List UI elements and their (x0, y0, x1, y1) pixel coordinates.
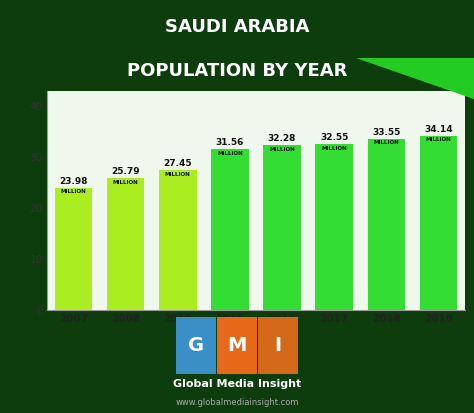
Bar (315, 144, 353, 310)
Text: I: I (274, 336, 282, 355)
Text: MILLION: MILLION (426, 138, 451, 142)
Text: MILLION: MILLION (61, 189, 86, 194)
Text: MILLION: MILLION (374, 140, 399, 145)
Text: MILLION: MILLION (113, 180, 138, 185)
Text: POPULATION BY YEAR: POPULATION BY YEAR (127, 62, 347, 80)
Polygon shape (356, 58, 474, 99)
Text: www.globalmediainsight.com: www.globalmediainsight.com (175, 398, 299, 407)
FancyBboxPatch shape (175, 317, 216, 374)
Text: MILLION: MILLION (269, 147, 295, 152)
Text: 33.55: 33.55 (372, 128, 401, 137)
Text: 25.79: 25.79 (111, 167, 140, 176)
Text: 32.55: 32.55 (320, 133, 348, 142)
Text: MILLION: MILLION (217, 151, 243, 156)
Text: G: G (188, 336, 204, 355)
FancyBboxPatch shape (258, 317, 299, 374)
Bar (211, 149, 249, 310)
Text: 31.56: 31.56 (216, 138, 244, 147)
FancyBboxPatch shape (217, 317, 257, 374)
Text: 23.98: 23.98 (59, 177, 88, 186)
Text: Global Media Insight: Global Media Insight (173, 379, 301, 389)
Bar (159, 170, 197, 310)
Bar (367, 139, 405, 310)
Text: SAUDI ARABIA: SAUDI ARABIA (165, 18, 309, 36)
Text: MILLION: MILLION (321, 145, 347, 151)
Bar (55, 188, 92, 310)
Text: 32.28: 32.28 (268, 134, 296, 143)
Text: 27.45: 27.45 (164, 159, 192, 168)
Text: 34.14: 34.14 (424, 125, 453, 134)
Bar (419, 136, 457, 310)
Bar (263, 145, 301, 310)
Bar (107, 178, 145, 310)
Text: MILLION: MILLION (165, 171, 191, 176)
Text: M: M (228, 336, 246, 355)
